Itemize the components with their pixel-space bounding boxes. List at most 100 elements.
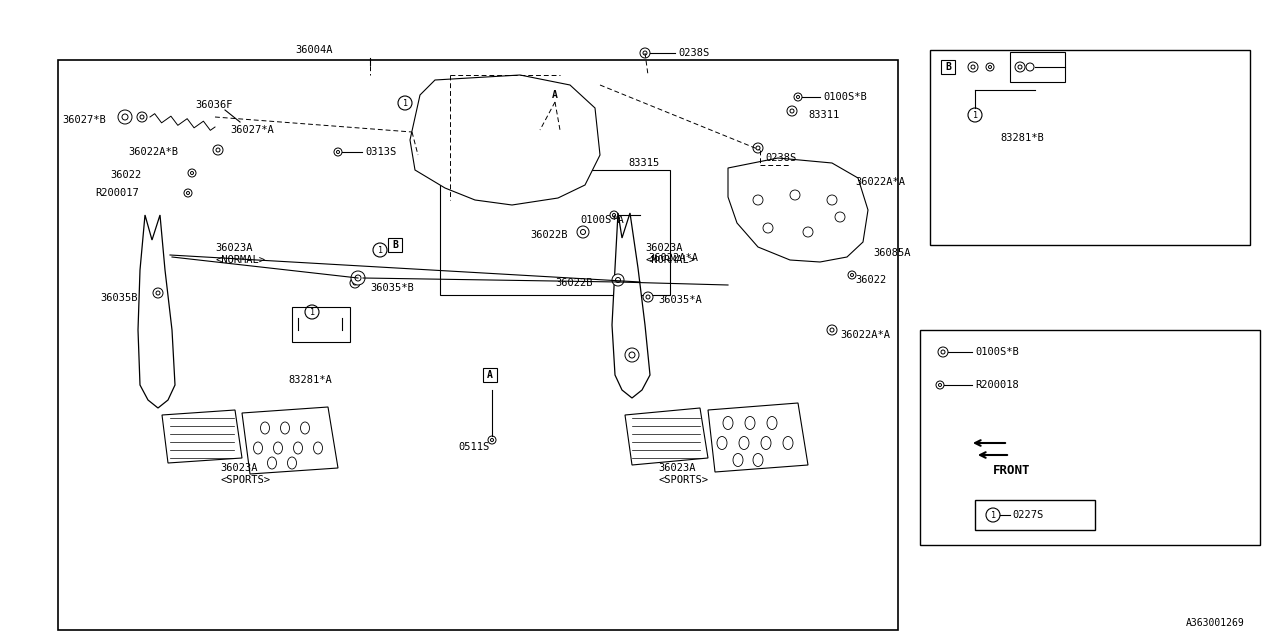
Text: B: B <box>945 62 951 72</box>
Text: 36022B: 36022B <box>556 278 593 288</box>
Text: 36035B: 36035B <box>100 293 137 303</box>
Circle shape <box>625 348 639 362</box>
Circle shape <box>504 142 516 154</box>
Circle shape <box>753 195 763 205</box>
Text: 83315: 83315 <box>628 158 659 168</box>
Text: A363001269: A363001269 <box>1187 618 1245 628</box>
Circle shape <box>188 169 196 177</box>
Text: R200017: R200017 <box>95 188 138 198</box>
Circle shape <box>484 116 497 128</box>
Polygon shape <box>163 410 242 463</box>
Circle shape <box>787 106 797 116</box>
Circle shape <box>616 278 621 282</box>
Circle shape <box>628 352 635 358</box>
Polygon shape <box>728 158 868 262</box>
Text: 83281*B: 83281*B <box>1000 133 1043 143</box>
Circle shape <box>968 108 982 122</box>
Text: 36035*A: 36035*A <box>658 295 701 305</box>
Circle shape <box>613 214 616 216</box>
Circle shape <box>1027 63 1034 71</box>
Text: 83281*A: 83281*A <box>288 375 332 385</box>
Circle shape <box>756 146 760 150</box>
Text: <SPORTS>: <SPORTS> <box>220 475 270 485</box>
Polygon shape <box>138 215 175 408</box>
Circle shape <box>577 226 589 238</box>
Circle shape <box>827 325 837 335</box>
Bar <box>548 88 562 102</box>
Circle shape <box>353 281 357 285</box>
Circle shape <box>612 274 625 286</box>
Circle shape <box>372 243 387 257</box>
Text: A: A <box>488 370 493 380</box>
Circle shape <box>835 212 845 222</box>
Circle shape <box>988 65 992 68</box>
Polygon shape <box>410 75 600 205</box>
Text: 36022A*A: 36022A*A <box>855 177 905 187</box>
Circle shape <box>790 190 800 200</box>
Circle shape <box>118 110 132 124</box>
Circle shape <box>506 172 518 184</box>
Circle shape <box>611 211 618 219</box>
Text: 0238S: 0238S <box>678 48 709 58</box>
Text: 0100S*B: 0100S*B <box>823 92 867 102</box>
Text: 36022B: 36022B <box>530 230 567 240</box>
Bar <box>292 307 349 342</box>
Circle shape <box>184 189 192 197</box>
Polygon shape <box>708 403 808 472</box>
Text: 1: 1 <box>973 111 978 120</box>
Circle shape <box>753 143 763 153</box>
Bar <box>58 60 899 630</box>
Text: <NORMAL>: <NORMAL> <box>645 255 695 265</box>
Text: R200018: R200018 <box>975 380 1019 390</box>
Circle shape <box>1018 65 1021 69</box>
Circle shape <box>140 115 145 119</box>
Circle shape <box>640 48 650 58</box>
Circle shape <box>646 295 650 299</box>
Circle shape <box>449 146 461 158</box>
Circle shape <box>790 109 794 113</box>
Text: 0238S: 0238S <box>765 153 796 163</box>
Text: 36023A: 36023A <box>220 463 257 473</box>
Text: 36027*B: 36027*B <box>61 115 106 125</box>
Text: 36022: 36022 <box>855 275 886 285</box>
Circle shape <box>442 122 454 134</box>
Text: 36027*A: 36027*A <box>230 125 274 135</box>
Text: 0227S: 0227S <box>1012 510 1043 520</box>
Circle shape <box>643 292 653 302</box>
Circle shape <box>122 114 128 120</box>
Bar <box>941 60 955 74</box>
Text: <SPORTS>: <SPORTS> <box>658 475 708 485</box>
Circle shape <box>472 172 484 184</box>
Circle shape <box>941 350 945 354</box>
Circle shape <box>349 278 360 288</box>
Text: 36023A: 36023A <box>658 463 695 473</box>
Text: 0100S*B: 0100S*B <box>975 347 1019 357</box>
Bar <box>975 500 1094 530</box>
Circle shape <box>212 145 223 155</box>
Text: 83311: 83311 <box>808 110 840 120</box>
Text: 1: 1 <box>402 99 407 108</box>
Circle shape <box>154 288 163 298</box>
Text: 36023A: 36023A <box>215 243 252 253</box>
Circle shape <box>1015 62 1025 72</box>
Circle shape <box>187 191 189 195</box>
Circle shape <box>794 93 803 101</box>
Circle shape <box>305 305 319 319</box>
Bar <box>388 238 402 252</box>
Text: B: B <box>392 240 398 250</box>
Bar <box>1010 52 1065 82</box>
Text: 36022A*A: 36022A*A <box>840 330 890 340</box>
Circle shape <box>763 223 773 233</box>
Circle shape <box>986 63 995 71</box>
Circle shape <box>334 148 342 156</box>
Circle shape <box>938 347 948 357</box>
Text: 36036F: 36036F <box>195 100 233 110</box>
Text: 1: 1 <box>991 511 996 520</box>
Text: 0100S*A: 0100S*A <box>580 215 623 225</box>
Circle shape <box>986 508 1000 522</box>
Circle shape <box>643 51 646 55</box>
Polygon shape <box>625 408 708 465</box>
Circle shape <box>156 291 160 295</box>
Circle shape <box>803 227 813 237</box>
Circle shape <box>351 271 365 285</box>
